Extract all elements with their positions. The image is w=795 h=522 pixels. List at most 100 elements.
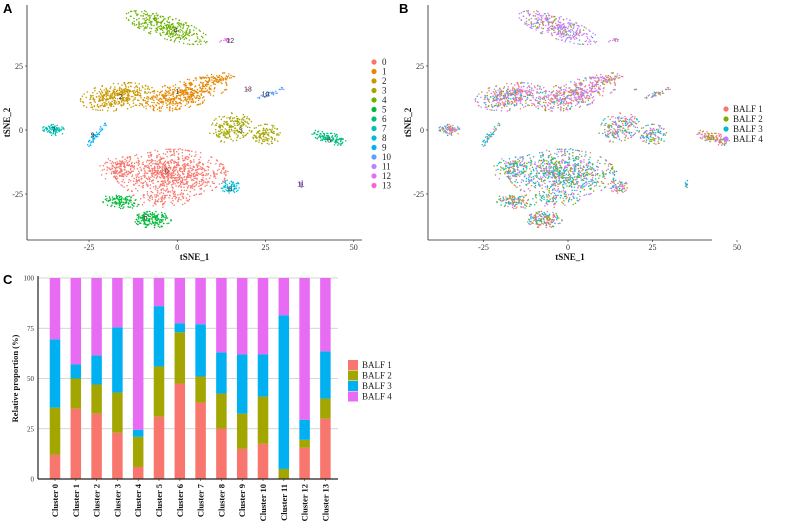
point (126, 100, 129, 103)
point (173, 152, 175, 155)
point (279, 132, 281, 134)
point (135, 153, 138, 156)
point (209, 132, 211, 134)
point (234, 127, 236, 130)
point (96, 92, 98, 95)
point (225, 79, 227, 81)
point (250, 120, 253, 123)
point (513, 164, 515, 167)
point (233, 75, 236, 78)
point (147, 151, 149, 154)
point (124, 158, 126, 161)
point (198, 161, 201, 163)
point (562, 176, 565, 179)
point (183, 189, 186, 192)
point (119, 90, 122, 92)
point (167, 18, 170, 20)
point (555, 172, 557, 175)
point (500, 169, 502, 171)
point (581, 168, 584, 170)
point (549, 159, 552, 161)
point (555, 163, 558, 165)
point (50, 126, 53, 129)
point (135, 187, 137, 190)
point (131, 190, 133, 192)
point (143, 194, 146, 196)
point (226, 186, 228, 188)
point (90, 141, 93, 143)
point (133, 202, 135, 204)
point (164, 160, 167, 162)
point (157, 20, 159, 23)
point (574, 175, 576, 178)
legend-swatch (371, 116, 377, 122)
point (556, 165, 558, 168)
point (178, 176, 180, 178)
point (512, 168, 515, 170)
point (560, 173, 563, 175)
point (527, 180, 530, 183)
point (123, 103, 125, 105)
point (563, 170, 566, 173)
point (113, 103, 116, 105)
point (213, 77, 216, 79)
point (146, 184, 149, 186)
point (556, 190, 558, 192)
point (597, 181, 600, 183)
point (220, 187, 223, 189)
point (173, 179, 175, 182)
point (105, 100, 107, 102)
point (560, 160, 563, 163)
x-tick-label: 0 (175, 243, 179, 252)
point (238, 123, 240, 125)
point (181, 155, 184, 157)
point (558, 176, 560, 179)
point (205, 178, 207, 180)
point (125, 99, 128, 101)
point (172, 154, 174, 156)
point (528, 153, 530, 156)
point (138, 104, 141, 107)
point (563, 154, 565, 156)
point (198, 41, 200, 43)
point (144, 91, 147, 94)
point (133, 24, 136, 26)
point (608, 163, 610, 166)
point (562, 101, 565, 103)
point (208, 159, 210, 162)
point (121, 173, 123, 175)
point (156, 172, 159, 175)
point (190, 82, 193, 84)
point (577, 156, 579, 158)
point (590, 187, 592, 189)
point (281, 88, 283, 91)
point (120, 184, 122, 186)
point (236, 119, 239, 121)
point (174, 108, 176, 110)
point (150, 27, 153, 30)
point (142, 219, 145, 222)
point (557, 151, 560, 153)
point (566, 166, 569, 169)
point (271, 128, 273, 130)
point (512, 165, 514, 168)
point (177, 171, 179, 174)
point (201, 77, 203, 80)
point (163, 222, 165, 225)
point (522, 169, 525, 171)
point (120, 160, 122, 162)
point (111, 100, 113, 102)
point (213, 175, 215, 177)
point (587, 172, 590, 175)
point (524, 174, 526, 176)
point (559, 163, 561, 165)
point (534, 163, 537, 166)
point (185, 164, 188, 166)
point (555, 85, 557, 87)
point (171, 202, 174, 205)
point (545, 166, 548, 169)
point (579, 190, 582, 193)
point (164, 92, 166, 94)
point (329, 132, 332, 135)
point (223, 72, 226, 74)
